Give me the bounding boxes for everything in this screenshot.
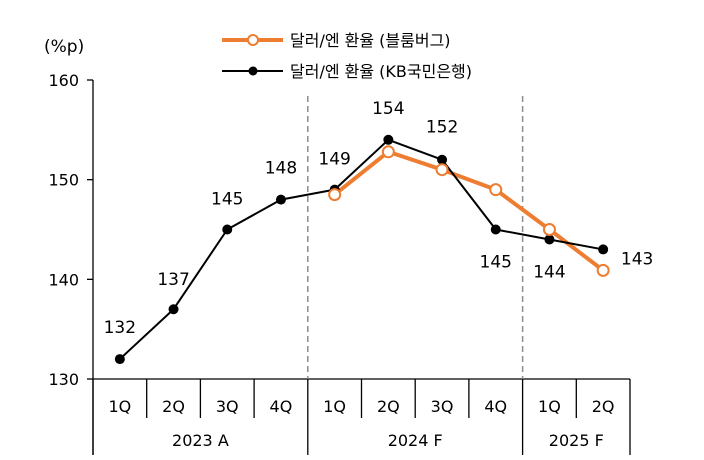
data-point-kb (114, 354, 125, 365)
x-axis-groups: 2023 A 2024 F 2025 F (92, 418, 631, 455)
x-category-label: 2Q (592, 397, 615, 416)
x-category-label: 1Q (538, 397, 561, 416)
legend-label-kb: 달러/엔 환율 (KB국민은행) (290, 62, 472, 81)
data-point-kb (598, 244, 609, 255)
y-axis-ticks: 130 140 150 160 (48, 71, 93, 389)
series-line-kb (118, 138, 605, 361)
legend-label-bloomberg: 달러/엔 환율 (블룸버그) (290, 31, 451, 50)
data-point-bloomberg (542, 223, 556, 236)
data-point-bloomberg (328, 188, 342, 202)
data-label: 148 (265, 159, 297, 179)
series-lines (118, 138, 606, 361)
data-label: 144 (533, 262, 565, 282)
y-tick-label: 140 (48, 270, 79, 289)
x-category-label: 3Q (216, 397, 239, 416)
legend-item-bloomberg: 달러/엔 환율 (블룸버그) (222, 31, 451, 50)
legend: 달러/엔 환율 (블룸버그) 달러/엔 환율 (KB국민은행) (222, 31, 472, 81)
data-label: 149 (318, 150, 350, 170)
data-point-bloomberg (489, 183, 503, 197)
x-category-label: 2Q (162, 397, 185, 416)
legend-marker-bloomberg (247, 34, 259, 46)
data-labels: 132 137 145 148 149 154 152 145 144 143 (104, 99, 654, 338)
x-group-label: 2024 F (388, 431, 443, 450)
data-point-kb (544, 234, 555, 245)
data-label: 145 (211, 190, 243, 210)
legend-item-kb: 달러/엔 환율 (KB국민은행) (222, 62, 472, 81)
period-dividers (307, 96, 524, 379)
data-point-kb (490, 224, 501, 235)
series-line-bloomberg (332, 149, 606, 273)
data-point-bloomberg (435, 163, 449, 177)
data-point-bloomberg (596, 263, 610, 277)
data-label: 152 (426, 118, 458, 138)
data-label: 145 (480, 253, 512, 273)
x-category-label: 2Q (377, 397, 400, 416)
unit-label: (%p) (44, 37, 84, 57)
data-label: 154 (372, 99, 404, 119)
data-point-kb (275, 194, 286, 205)
y-tick-label: 130 (48, 370, 79, 389)
x-category-label: 3Q (431, 397, 454, 416)
legend-marker-kb (248, 66, 258, 76)
x-axis-categories: 1Q 2Q 3Q 4Q 1Q 2Q 3Q 4Q 1Q 2Q (92, 379, 631, 418)
series-points (114, 134, 610, 365)
data-point-kb (168, 304, 179, 315)
x-category-label: 1Q (108, 397, 131, 416)
data-point-bloomberg (381, 145, 395, 159)
data-point-kb (437, 154, 448, 165)
data-label: 143 (621, 249, 653, 269)
x-category-label: 4Q (484, 397, 507, 416)
data-label: 132 (104, 318, 136, 338)
data-label: 137 (157, 270, 189, 290)
data-point-kb (383, 134, 394, 145)
y-tick-label: 150 (48, 171, 79, 190)
x-category-label: 4Q (270, 397, 293, 416)
data-point-kb (222, 224, 233, 235)
y-tick-label: 160 (48, 71, 79, 90)
x-group-label: 2023 A (172, 431, 229, 450)
x-group-label: 2025 F (549, 431, 604, 450)
x-category-label: 1Q (323, 397, 346, 416)
